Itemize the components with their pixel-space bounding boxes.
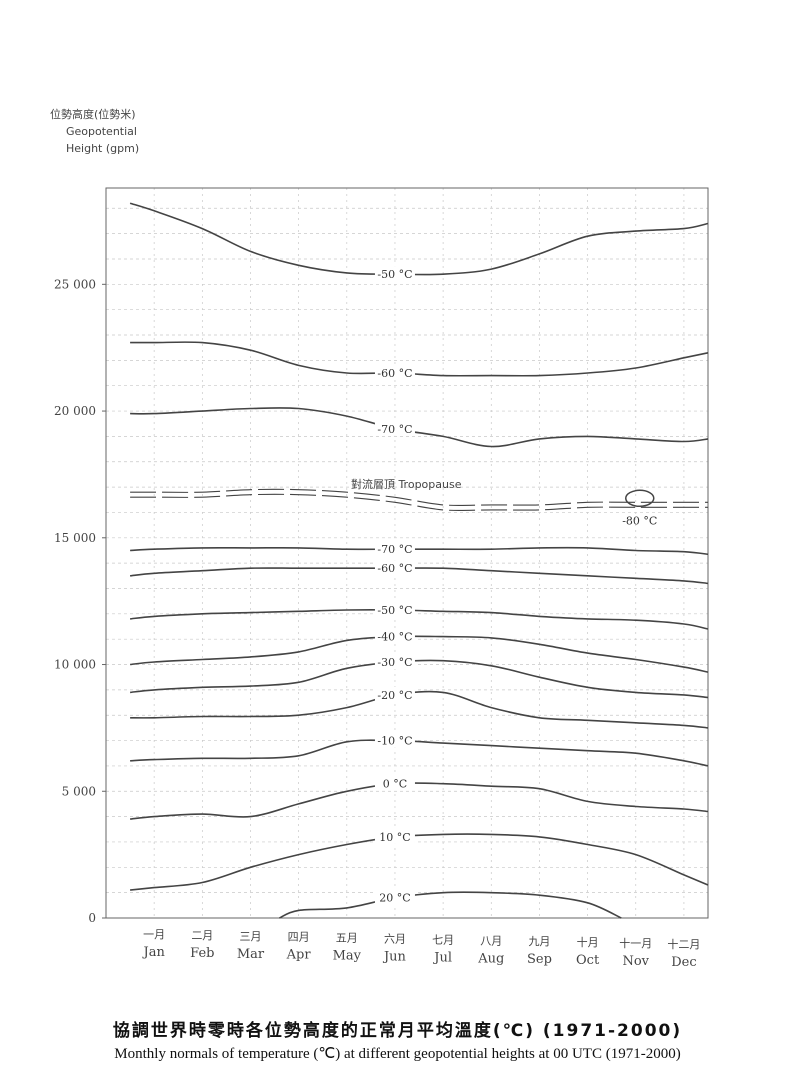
x-tick-label-zh: 三月 — [239, 930, 261, 943]
y-axis-title-en-1: Geopotential — [66, 125, 137, 138]
isotherm-line — [279, 891, 622, 919]
x-tick-label-en: Dec — [671, 955, 696, 970]
x-tick-label-zh: 八月 — [480, 934, 502, 947]
isotherm-label: 20 °C — [379, 892, 410, 905]
isotherm-line — [130, 567, 709, 585]
isotherm-line — [130, 341, 709, 377]
x-tick-label-en: Oct — [576, 953, 600, 968]
chart-title-en: Monthly normals of temperature (℃) at di… — [114, 1046, 681, 1062]
x-tick-label-en: May — [333, 949, 362, 964]
isotherm-line — [130, 782, 709, 820]
x-tick-label-en: Feb — [190, 946, 214, 961]
chart-title-zh: 協調世界時零時各位勢高度的正常月平均溫度(℃) (1971-2000) — [112, 1021, 683, 1041]
x-tick-label-en: Jul — [432, 950, 452, 965]
x-tick-label-zh: 一月 — [143, 928, 165, 941]
isotherm-line — [130, 635, 709, 673]
y-tick-label: 5 000 — [62, 784, 96, 798]
isotherm-label-bg — [374, 628, 415, 644]
isotherm-label: -70 °C — [377, 543, 412, 556]
x-axis-ticks: 一月 Jan 二月 Feb 三月 Mar 四月 Apr 五月 May 六月 Jun 七月 Jul 八月 Aug… — [141, 928, 700, 970]
isotherm-label: 0 °C — [383, 778, 407, 791]
x-tick-label-en: Sep — [527, 952, 552, 967]
x-tick-label-en: Mar — [237, 947, 265, 962]
y-axis-ticks: 0 5 000 10 000 15 000 20 000 25 000 — [54, 277, 106, 925]
isotherm-label: -50 °C — [377, 268, 412, 281]
isotherm-label-bg — [374, 775, 415, 791]
x-tick-label-zh: 四月 — [288, 931, 310, 944]
isotherm-label: -60 °C — [377, 562, 412, 575]
x-tick-label-zh: 十二月 — [667, 937, 700, 951]
x-tick-label-zh: 六月 — [384, 933, 406, 946]
x-tick-label-en: Jan — [141, 945, 165, 960]
y-tick-label: 25 000 — [54, 277, 96, 291]
isotherm-label-bg — [374, 541, 415, 557]
isotherm-line — [130, 659, 709, 699]
isotherm-lines — [129, 202, 709, 919]
x-tick-label-en: Apr — [286, 948, 312, 963]
y-tick-label: 15 000 — [54, 531, 96, 545]
isotherm-label: -20 °C — [377, 689, 412, 702]
isotherm-label-bg — [374, 686, 415, 702]
x-tick-label-zh: 九月 — [528, 935, 550, 948]
isotherm-label-bg — [374, 889, 415, 905]
isotherm-line — [130, 609, 709, 630]
x-tick-label-zh: 七月 — [432, 933, 454, 946]
isotherm-line — [130, 739, 709, 767]
tropopause-line-upper — [130, 488, 708, 506]
isotherm-label: -30 °C — [377, 656, 412, 669]
isotherm-labels: -50 °C -60 °C -70 °C -70 °C -60 °C -50 °C -40 … — [351, 266, 657, 905]
closed-isotherm — [625, 489, 655, 508]
closed-isotherm-label: -80 °C — [622, 514, 657, 527]
y-axis-title-zh: 位勢高度(位勢米) — [50, 108, 136, 121]
x-tick-label-en: Jun — [382, 950, 407, 965]
isotherm-label-bg — [374, 560, 415, 576]
isotherm-label-bg — [374, 653, 415, 669]
isotherm-line — [130, 546, 709, 556]
isotherm-label: -70 °C — [377, 423, 412, 436]
isotherm-label-bg — [374, 732, 415, 748]
y-axis-title-en-2: Height (gpm) — [66, 142, 140, 155]
isotherm-label-bg — [374, 266, 415, 282]
tropopause-line-lower — [130, 493, 708, 511]
y-tick-label: 0 — [88, 911, 96, 925]
isotherm-label-bg — [374, 602, 415, 618]
isotherm-line — [130, 407, 709, 448]
isotherm-label: -40 °C — [377, 631, 412, 644]
x-tick-label-zh: 十月 — [577, 935, 599, 949]
x-tick-label-zh: 十一月 — [619, 936, 652, 950]
y-axis-title: 位勢高度(位勢米) Geopotential Height (gpm) — [50, 106, 139, 157]
y-tick-label: 20 000 — [54, 404, 96, 418]
isotherm-label-bg — [374, 420, 415, 436]
y-tick-label: 10 000 — [54, 658, 96, 672]
isotherm-label: -60 °C — [377, 367, 412, 380]
x-tick-label-en: Aug — [477, 951, 504, 966]
x-tick-label-zh: 五月 — [336, 932, 358, 945]
plot-frame — [105, 187, 709, 919]
isotherm-line — [130, 690, 709, 729]
isotherm-line — [129, 202, 709, 276]
isotherm-line — [130, 833, 709, 891]
x-tick-label-en: Nov — [622, 954, 649, 969]
isotherm-label-bg — [374, 828, 415, 844]
x-tick-label-zh: 二月 — [191, 929, 213, 942]
isotherm-label: -10 °C — [377, 735, 412, 748]
isotherm-label-bg — [374, 365, 415, 381]
isotherm-label: 10 °C — [379, 831, 410, 844]
tropopause-label: 對流層頂 Tropopause — [351, 477, 462, 491]
isotherm-label: -50 °C — [377, 604, 412, 617]
